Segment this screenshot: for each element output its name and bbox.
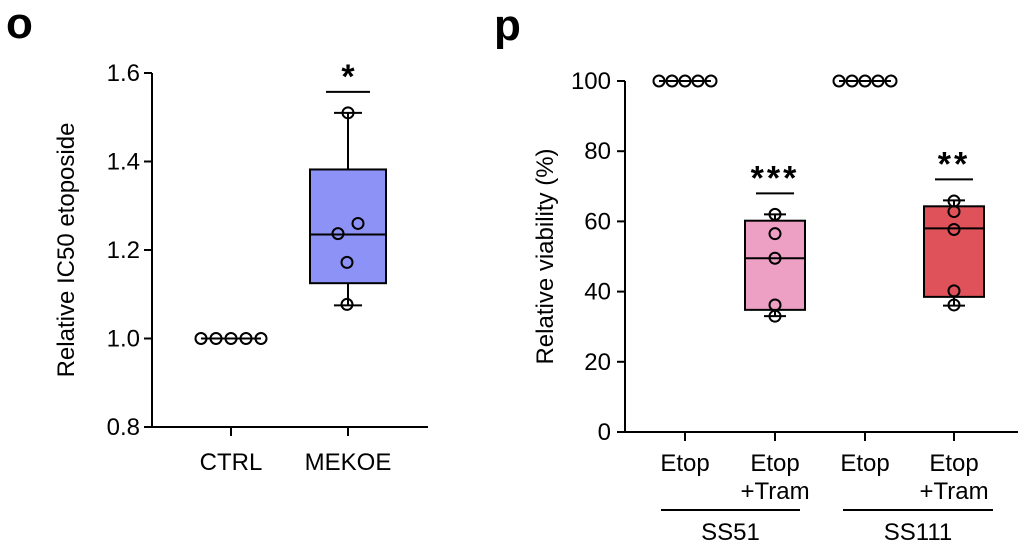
chart-panel-o: 0.8 1.0 1.2 1.4 1.6 Relative IC50 etoposide CT…	[53, 58, 428, 476]
y-tick-label: 100	[571, 68, 611, 95]
data-point	[340, 297, 354, 311]
data-point	[768, 251, 782, 265]
data-point	[331, 227, 345, 241]
box-iqr	[744, 219, 806, 311]
y-tick-label: 80	[584, 138, 611, 165]
y-tick-label: 1.0	[107, 326, 140, 353]
x-category-label: Etop	[660, 450, 709, 477]
group-bracket-label: SS51	[701, 519, 760, 546]
data-point	[947, 284, 961, 298]
chart-panel-p: 0 20 40 60 80 100 Relative viability (%) Etop **…	[532, 68, 1018, 546]
x-category-label: Etop	[840, 450, 889, 477]
y-axis-title: Relative IC50 etoposide	[53, 123, 80, 378]
significance-label: *	[341, 58, 355, 96]
box-iqr	[923, 205, 985, 298]
x-category-label-line2: +Tram	[919, 478, 988, 505]
data-point	[341, 106, 355, 120]
group-bracket-label: SS111	[884, 519, 953, 546]
panel-letter-o: o	[6, 0, 33, 48]
x-category-label: CTRL	[200, 449, 263, 476]
y-tick-label: 0	[598, 419, 611, 446]
significance-label: **	[938, 145, 970, 183]
data-point	[947, 298, 961, 312]
y-tick-label: 40	[584, 279, 611, 306]
box-iqr	[309, 168, 387, 285]
y-tick-label: 1.4	[107, 149, 140, 176]
y-tick-label: 0.8	[107, 414, 140, 441]
data-point	[351, 216, 365, 230]
x-category-label-line2: +Tram	[740, 478, 809, 505]
x-category-label: Etop	[929, 450, 978, 477]
y-tick-label: 60	[584, 208, 611, 235]
significance-label: ***	[751, 159, 800, 197]
x-category-label: MEKOE	[305, 449, 392, 476]
y-axis-title: Relative viability (%)	[532, 148, 559, 364]
panel-letter-p: p	[494, 1, 521, 50]
x-category-label: Etop	[750, 450, 799, 477]
y-tick-label: 1.6	[107, 60, 140, 87]
data-point	[947, 205, 961, 219]
y-tick-label: 1.2	[107, 237, 140, 264]
data-point	[768, 227, 782, 241]
data-point	[768, 207, 782, 221]
y-tick-label: 20	[584, 349, 611, 376]
data-point	[340, 255, 354, 269]
data-point	[768, 309, 782, 323]
data-point	[947, 222, 961, 236]
